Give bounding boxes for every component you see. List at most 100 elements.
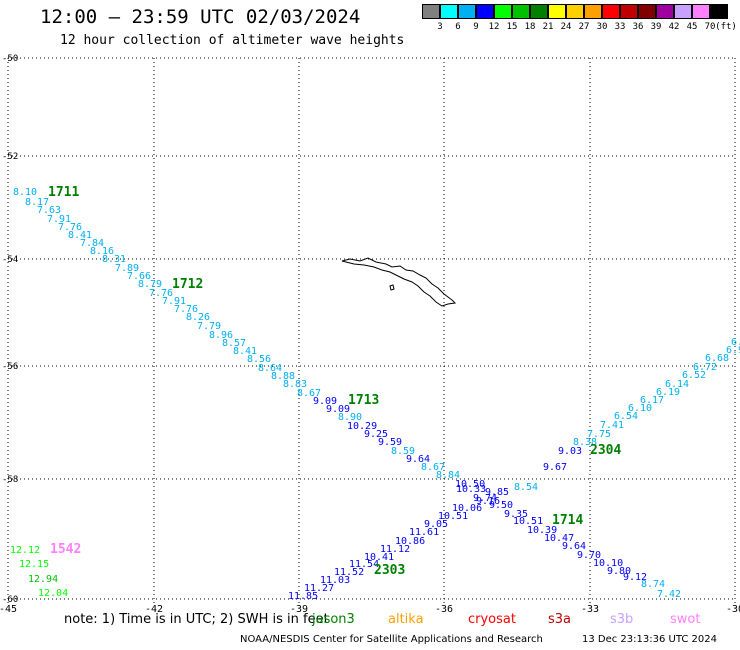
wave-height-value: 11.85 bbox=[288, 591, 318, 602]
legend-label: 45 bbox=[686, 22, 698, 32]
pass-number-label: 1714 bbox=[552, 513, 583, 528]
wave-height-value: 8.38 bbox=[573, 437, 597, 448]
wave-height-value: 10.51 bbox=[513, 516, 543, 527]
wave-height-value: 8.26 bbox=[186, 312, 210, 323]
wave-height-value: 9.35 bbox=[504, 509, 528, 520]
wave-height-value: 6.10 bbox=[628, 403, 652, 414]
satellite-name: cryosat bbox=[468, 612, 516, 627]
legend-swatch bbox=[692, 4, 710, 19]
wave-height-value: 6.95 bbox=[726, 345, 740, 356]
legend-label: 30 bbox=[596, 22, 608, 32]
legend-swatch bbox=[422, 4, 440, 19]
wave-height-value: 6.68 bbox=[705, 353, 729, 364]
wave-height-value: 6.54 bbox=[614, 411, 638, 422]
pass-labels: 1711 1712 1713 1714 2303 2304 1542 bbox=[48, 185, 621, 578]
legend-label: 36 bbox=[632, 22, 644, 32]
wave-height-value: 8.16 bbox=[90, 246, 114, 257]
wave-height-value: 9.05 bbox=[424, 519, 448, 530]
legend-swatch bbox=[638, 4, 656, 19]
legend-label: 15 bbox=[506, 22, 518, 32]
pass-number-label: 2304 bbox=[590, 443, 621, 458]
wave-height-value: 9.59 bbox=[378, 437, 402, 448]
wave-height-value: 8.59 bbox=[391, 446, 415, 457]
wave-height-value: 9.25 bbox=[364, 429, 388, 440]
legend-label: 70 bbox=[704, 22, 716, 32]
legend-swatch bbox=[494, 4, 512, 19]
units-note: note: 1) Time is in UTC; 2) SWH is in fe… bbox=[64, 612, 329, 627]
wave-height-value: 7.75 bbox=[587, 429, 611, 440]
legend-label: 27 bbox=[578, 22, 590, 32]
wave-height-value: 8.90 bbox=[338, 412, 362, 423]
legend-swatch bbox=[512, 4, 530, 19]
wave-height-value: 8.67 bbox=[297, 388, 321, 399]
wave-height-value: 8.17 bbox=[25, 197, 49, 208]
legend-label: 6 bbox=[455, 22, 461, 32]
pass-number-label: 2303 bbox=[374, 563, 405, 578]
wave-height-value: 10.10 bbox=[593, 558, 623, 569]
satellite-name: jason3 bbox=[312, 612, 355, 627]
wave-height-value: 7.76 bbox=[149, 288, 173, 299]
legend-label: 12 bbox=[488, 22, 500, 32]
satellite-name: swot bbox=[670, 612, 701, 627]
wave-height-value: 7.89 bbox=[115, 263, 139, 274]
wave-height-value: 7.91 bbox=[162, 296, 186, 307]
longitude-tick-label: -33 bbox=[581, 604, 599, 615]
wave-height-value: 8.41 bbox=[68, 230, 92, 241]
wave-height-value: 7.42 bbox=[657, 589, 681, 600]
wave-height-value: 10.41 bbox=[364, 552, 394, 563]
shag-rocks-coastline bbox=[389, 284, 395, 291]
latitude-tick-label: -50 bbox=[2, 54, 18, 64]
wave-height-value: 6.8 bbox=[731, 337, 740, 348]
wave-height-value: 8.67 bbox=[421, 462, 445, 473]
wave-height-value: 8.64 bbox=[258, 363, 282, 374]
wave-height-value: 8.41 bbox=[233, 346, 257, 357]
wave-height-value: 6.72 bbox=[693, 362, 717, 373]
wave-height-value: 11.03 bbox=[320, 575, 350, 586]
wave-height-value: 11.12 bbox=[380, 544, 410, 555]
legend-label: 33 bbox=[614, 22, 626, 32]
legend-label: 3 bbox=[437, 22, 443, 32]
legend-unit: (ft) bbox=[715, 22, 737, 32]
latitude-tick-label: -54 bbox=[2, 255, 18, 265]
wave-height-value: 9.67 bbox=[543, 462, 567, 473]
satellite-name: altika bbox=[388, 612, 424, 627]
wave-height-value: 12.94 bbox=[28, 574, 58, 585]
wave-height-value: 11.52 bbox=[334, 567, 364, 578]
longitude-tick-label: -30 bbox=[726, 604, 740, 615]
legend-swatch bbox=[440, 4, 458, 19]
wave-height-value: 8.54 bbox=[514, 482, 538, 493]
wave-height-value: 10.39 bbox=[527, 525, 557, 536]
legend-label: 24 bbox=[560, 22, 572, 32]
wave-height-value: 8.88 bbox=[271, 371, 295, 382]
legend-swatch bbox=[548, 4, 566, 19]
legend-swatch bbox=[620, 4, 638, 19]
wave-height-value: 8.79 bbox=[138, 279, 162, 290]
pass-number-label: 1542 bbox=[50, 542, 81, 557]
longitude-tick-label: -36 bbox=[435, 604, 453, 615]
wave-height-value: 7.66 bbox=[127, 271, 151, 282]
latitude-tick-label: -58 bbox=[2, 475, 18, 485]
wave-height-value: 9.85 bbox=[485, 487, 509, 498]
wave-height-value: 9.16 bbox=[476, 496, 500, 507]
wave-height-value: 7.63 bbox=[37, 205, 61, 216]
wave-height-labels: 8.108.177.637.917.768.417.848.168.317.89… bbox=[10, 187, 740, 602]
wave-height-value: 10.50 bbox=[455, 479, 485, 490]
wave-height-value: 12.15 bbox=[19, 559, 49, 570]
wave-height-value: 10.33 bbox=[456, 484, 486, 495]
south-georgia-coastline bbox=[341, 257, 457, 307]
legend-swatch bbox=[476, 4, 494, 19]
legend-swatch bbox=[530, 4, 548, 19]
legend-swatch bbox=[458, 4, 476, 19]
wave-height-value: 10.47 bbox=[544, 533, 574, 544]
legend-swatch bbox=[656, 4, 674, 19]
wave-height-value: 11.54 bbox=[349, 559, 379, 570]
wave-height-value: 8.74 bbox=[641, 579, 665, 590]
latitude-tick-label: -52 bbox=[2, 152, 18, 162]
wave-height-value: 8.83 bbox=[283, 379, 307, 390]
wave-height-value: 7.91 bbox=[47, 214, 71, 225]
satellite-name: s3b bbox=[610, 612, 634, 627]
wave-height-value: 9.09 bbox=[326, 404, 350, 415]
wave-height-value: 8.10 bbox=[13, 187, 37, 198]
legend-label: 39 bbox=[650, 22, 662, 32]
map-subtitle: 12 hour collection of altimeter wave hei… bbox=[60, 33, 405, 48]
